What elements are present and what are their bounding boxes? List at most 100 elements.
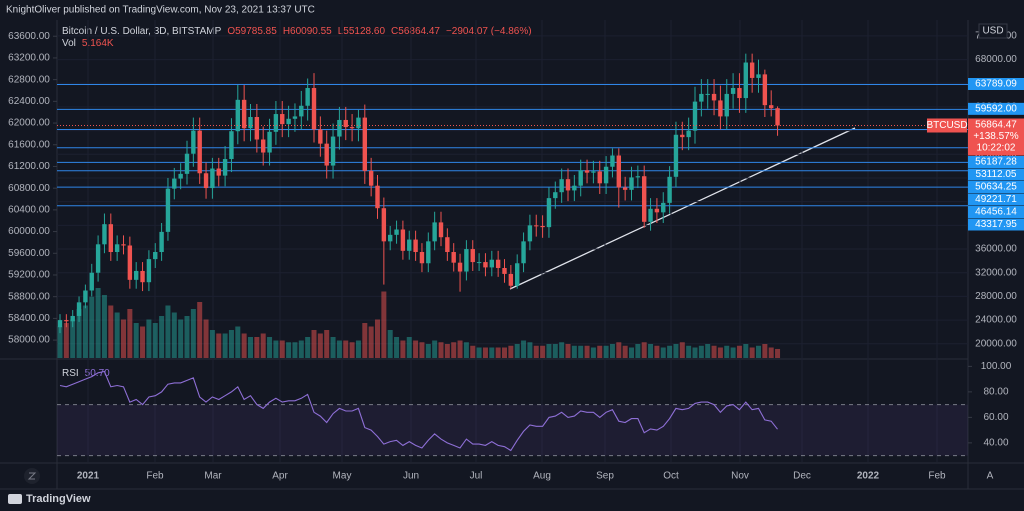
x-tick-label: Jun xyxy=(403,471,419,482)
volume-bar xyxy=(82,305,88,358)
candle-body xyxy=(610,155,615,167)
level-label: 46456.14 xyxy=(975,207,1017,218)
volume-bar xyxy=(514,344,520,358)
volume-bar xyxy=(419,342,425,358)
candle-body xyxy=(108,224,113,253)
auto-label[interactable]: A xyxy=(987,471,994,482)
x-tick-label: 2022 xyxy=(857,471,880,482)
candle-body xyxy=(673,134,679,177)
volume-bar xyxy=(209,330,215,358)
volume-bar xyxy=(241,333,247,358)
change-percent: +138.57% xyxy=(973,131,1018,142)
volume-last: 5.164K xyxy=(82,38,114,49)
candle-body xyxy=(756,74,761,78)
candle-body xyxy=(578,170,583,186)
level-label: 56187.28 xyxy=(975,157,1017,168)
volume-bar xyxy=(495,347,501,358)
legend-line: Bitcoin / U.S. Dollar, 3D, BITSTAMP O5978… xyxy=(62,26,532,37)
candle-body xyxy=(559,179,564,193)
y2-tick-label: 59200.00 xyxy=(8,270,50,281)
rsi-line xyxy=(59,370,778,452)
volume-bar xyxy=(406,337,412,358)
candle-body xyxy=(248,117,253,129)
low-label: L55128.60 xyxy=(338,26,386,37)
volume-bar xyxy=(482,347,488,358)
volume-bar xyxy=(292,342,298,358)
candle-body xyxy=(89,272,94,291)
rsi-tick-label: 80.00 xyxy=(983,387,1008,398)
symbol-box xyxy=(927,118,967,133)
candle-body xyxy=(705,93,710,95)
y-tick-label: 20000.00 xyxy=(975,338,1017,349)
candle-body xyxy=(711,93,717,101)
candle-body xyxy=(432,222,437,242)
candle-body xyxy=(375,185,380,209)
last-price-label: 56864.47 xyxy=(975,120,1017,131)
candle-body xyxy=(603,166,609,184)
high-label: H60090.55 xyxy=(283,26,332,37)
candle-body xyxy=(483,262,488,268)
candle-body xyxy=(261,139,266,153)
volume-bar xyxy=(400,340,406,358)
candle-body xyxy=(572,185,577,191)
volume-bar xyxy=(736,345,742,358)
y2-tick-label: 63200.00 xyxy=(8,53,50,64)
candle-body xyxy=(349,127,355,129)
candle-body xyxy=(622,187,628,190)
volume-bar xyxy=(660,347,666,358)
volume-bar xyxy=(324,330,330,358)
volume-bar xyxy=(698,345,704,358)
candle-body xyxy=(286,118,291,125)
level-label-box xyxy=(968,206,1024,219)
y2-tick-label: 60000.00 xyxy=(8,226,50,237)
candle-body xyxy=(667,176,672,203)
candle-body xyxy=(584,170,590,173)
candle-body xyxy=(718,100,723,117)
candle-body xyxy=(438,222,444,238)
volume-bar xyxy=(762,344,768,358)
candle-body xyxy=(178,173,183,179)
y2-tick-label: 62800.00 xyxy=(8,74,50,85)
volume-bar xyxy=(286,342,292,358)
candle-body xyxy=(495,259,501,268)
volume-bar xyxy=(305,337,311,358)
volume-bar xyxy=(743,344,749,358)
candle-body xyxy=(388,234,393,242)
candle-body xyxy=(654,208,660,213)
rsi-tick-label: 40.00 xyxy=(983,438,1008,449)
x-tick-label: Feb xyxy=(146,471,164,482)
candle-body xyxy=(540,225,545,228)
candle-body xyxy=(305,87,310,106)
candle-body xyxy=(553,192,558,199)
volume-bar xyxy=(381,291,387,358)
candle-body xyxy=(419,252,425,264)
volume-bar xyxy=(355,340,361,358)
symbol-label: BTCUSD xyxy=(926,120,967,131)
volume-bar xyxy=(178,319,184,358)
auto-scale-button[interactable]: A xyxy=(987,471,994,482)
volume-bar xyxy=(667,345,673,358)
candle-body xyxy=(769,105,774,109)
level-label-box xyxy=(968,193,1024,206)
volume-bar xyxy=(216,333,222,358)
volume-bar xyxy=(584,345,590,358)
y2-tick-label: 61600.00 xyxy=(8,139,50,150)
volume-bar xyxy=(775,348,781,358)
level-label: 43317.95 xyxy=(975,219,1017,230)
candle-body xyxy=(699,93,704,102)
candle-body xyxy=(368,170,374,186)
footer-logo: TradingView xyxy=(8,493,91,505)
y-tick-label: 32000.00 xyxy=(975,267,1017,278)
candle-body xyxy=(616,155,621,188)
candle-body xyxy=(292,116,298,119)
zoom-button[interactable] xyxy=(24,468,40,484)
level-label-box xyxy=(968,218,1024,231)
volume-bar xyxy=(140,326,146,358)
volume-bar xyxy=(654,345,660,358)
candle-body xyxy=(400,229,406,251)
level-label: 53112.05 xyxy=(976,169,1017,180)
candle-body xyxy=(724,93,729,117)
x-tick-label: Mar xyxy=(204,471,222,482)
zoom-glyph[interactable] xyxy=(27,472,37,480)
